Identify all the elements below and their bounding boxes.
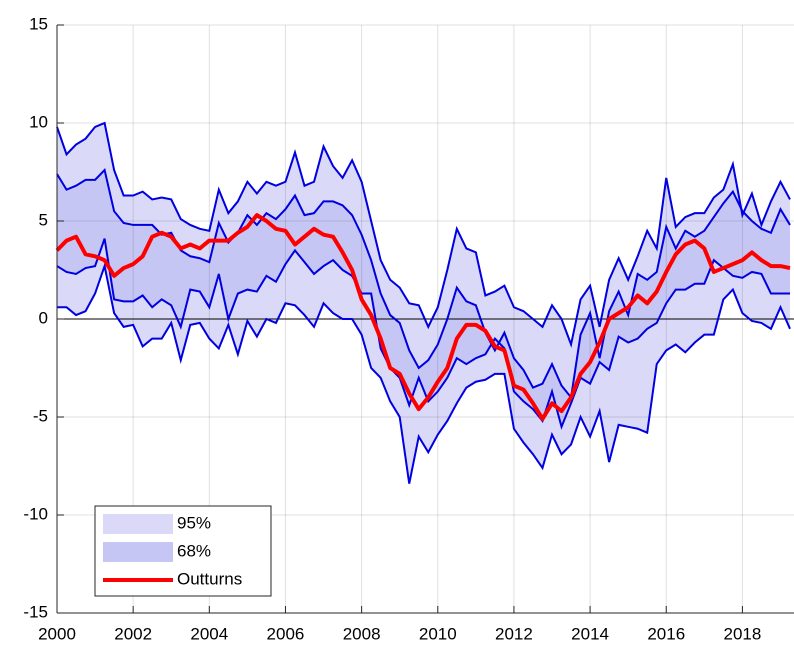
band-fill <box>57 123 790 484</box>
outturn-line <box>55 213 791 421</box>
x-tick-label: 2004 <box>190 624 228 643</box>
y-tick-label: -15 <box>23 602 48 621</box>
y-tick-label: -5 <box>33 406 48 425</box>
legend-swatch <box>103 514 173 534</box>
x-tick-label: 2008 <box>343 624 381 643</box>
y-tick-label: 15 <box>29 14 48 33</box>
x-tick-label: 2018 <box>723 624 761 643</box>
band-fill <box>57 170 790 427</box>
y-tick-label: 0 <box>39 308 48 327</box>
legend: 95% 68% Outturns <box>94 505 272 597</box>
x-tick-label: 2006 <box>267 624 305 643</box>
x-tick-label: 2012 <box>495 624 533 643</box>
band-edge <box>56 238 790 430</box>
band-edge <box>56 121 791 349</box>
y-tick-label: 10 <box>29 112 48 131</box>
legend-label: 68% <box>177 541 211 560</box>
x-tick-label: 2014 <box>571 624 609 643</box>
x-tick-label: 2016 <box>647 624 685 643</box>
x-tick-label: 2002 <box>114 624 152 643</box>
legend-label: 95% <box>177 513 211 532</box>
legend-swatch <box>103 542 173 562</box>
band-edge <box>57 262 791 484</box>
legend-label: Outturns <box>177 569 242 588</box>
y-tick-label: -10 <box>23 504 48 523</box>
x-tick-label: 2000 <box>38 624 76 643</box>
y-tick-label: 5 <box>39 210 48 229</box>
x-tick-label: 2010 <box>419 624 457 643</box>
